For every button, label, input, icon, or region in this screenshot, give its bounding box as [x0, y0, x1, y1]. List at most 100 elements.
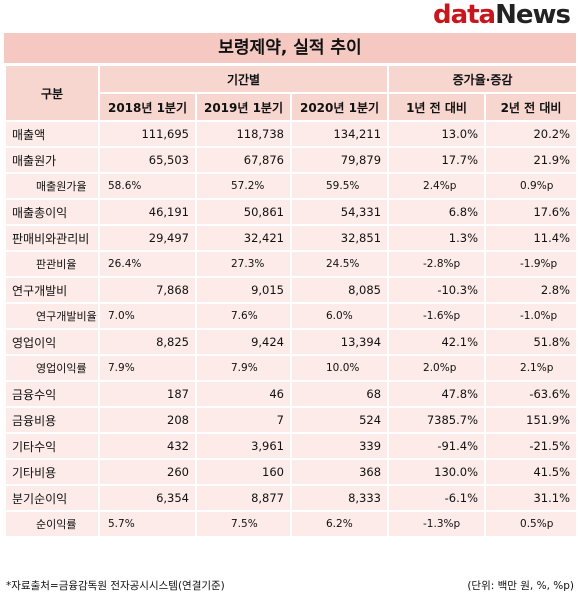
row-label: 기타수익 [4, 432, 100, 460]
table-cell: 42.1% [387, 328, 487, 356]
table-cell: 7.6% [195, 302, 292, 330]
row-label: 매출총이익 [4, 198, 100, 226]
table-cell: 17.7% [387, 146, 487, 174]
unit: (단위: 백만 원, %, %p) [467, 580, 574, 592]
table-cell: 111,695 [98, 120, 197, 148]
header-cell: 증가율·증감 [387, 64, 579, 94]
row-label: 매출원가율 [4, 172, 100, 200]
table-cell: -63.6% [484, 380, 579, 408]
logo-part: data [432, 0, 496, 30]
table-cell: 2.0%p [387, 354, 487, 382]
table-cell: 7 [195, 406, 292, 434]
table-cell: -2.8%p [387, 250, 487, 278]
table-cell: -1.3%p [387, 510, 487, 538]
table-row: 기타비용 260 160 368 130.0% 41.5% [4, 458, 579, 486]
table-cell: 59.5% [289, 172, 390, 200]
table-cell: 6,354 [98, 484, 197, 512]
table-cell: -1.0%p [484, 302, 579, 330]
table-row: 판매비와관리비 29,497 32,421 32,851 1.3% 11.4% [4, 224, 579, 252]
table-row: 금융수익 187 46 68 47.8% -63.6% [4, 380, 579, 408]
table-cell: 130.0% [387, 458, 487, 486]
table-cell: 2.8% [484, 276, 579, 304]
table-cell: 46,191 [98, 198, 197, 226]
table-cell: 13.0% [387, 120, 487, 148]
table-cell: 0.9%p [484, 172, 579, 200]
row-label: 분기순이익 [4, 484, 100, 512]
table-cell: 17.6% [484, 198, 579, 226]
table-cell: 7385.7% [387, 406, 487, 434]
table-cell: 2.1%p [484, 354, 579, 382]
table-row: 영업이익 8,825 9,424 13,394 42.1% 51.8% [4, 328, 579, 356]
row-label: 판관비율 [4, 250, 100, 278]
header-cell: 1년 전 대비 [387, 92, 487, 122]
table-cell: 9,015 [195, 276, 292, 304]
table-cell: 46 [195, 380, 292, 408]
table-cell: 67,876 [195, 146, 292, 174]
table-cell: 29,497 [98, 224, 197, 252]
table-cell: 8,825 [98, 328, 197, 356]
row-label: 순이익률 [4, 510, 100, 538]
table-cell: 21.9% [484, 146, 579, 174]
table-cell: 11.4% [484, 224, 579, 252]
table-cell: 32,851 [289, 224, 390, 252]
table-cell: 8,333 [289, 484, 390, 512]
table-cell: 24.5% [289, 250, 390, 278]
table-cell: -6.1% [387, 484, 487, 512]
title: 보령제약, 실적 추이 [4, 33, 576, 63]
table-cell: 339 [289, 432, 390, 460]
table-cell: 134,211 [289, 120, 390, 148]
header-cell: 2020년 1분기 [289, 92, 390, 122]
table-cell: 5.7% [98, 510, 197, 538]
row-label: 매출원가 [4, 146, 100, 174]
table-cell: 3,961 [195, 432, 292, 460]
table-cell: -10.3% [387, 276, 487, 304]
row-label: 금융비용 [4, 406, 100, 434]
table-cell: 27.3% [195, 250, 292, 278]
row-label: 매출액 [4, 120, 100, 148]
table-cell: 8,085 [289, 276, 390, 304]
footer: *자료출처=금융감독원 전자공시시스템(연결기준) (단위: 백만 원, %, %… [6, 578, 574, 593]
header-cell: 2년 전 대비 [484, 92, 579, 122]
row-label: 판매비와관리비 [4, 224, 100, 252]
table-row: 연구개발비율 7.0% 7.6% 6.0% -1.6%p -1.0%p [4, 302, 579, 330]
table: 구분 기간별 증가율·증감 2018년 1분기 2019년 1분기 2020년 1분… [4, 64, 579, 538]
table-cell: 7.9% [98, 354, 197, 382]
table-cell: 7.5% [195, 510, 292, 538]
logo: dataNews [432, 0, 571, 30]
row-label: 연구개발비율 [4, 302, 100, 330]
row-label: 영업이익률 [4, 354, 100, 382]
table-cell: 68 [289, 380, 390, 408]
table-cell: 51.8% [484, 328, 579, 356]
table-row: 순이익률 5.7% 7.5% 6.2% -1.3%p 0.5%p [4, 510, 579, 538]
table-cell: 6.2% [289, 510, 390, 538]
table-row: 기타수익 432 3,961 339 -91.4% -21.5% [4, 432, 579, 460]
header-cell: 구분 [4, 64, 100, 122]
table-cell: 10.0% [289, 354, 390, 382]
table-cell: 79,879 [289, 146, 390, 174]
table-cell: 31.1% [484, 484, 579, 512]
table-cell: 57.2% [195, 172, 292, 200]
table-row: 매출액 111,695 118,738 134,211 13.0% 20.2% [4, 120, 579, 148]
table-row: 판관비율 26.4% 27.3% 24.5% -2.8%p -1.9%p [4, 250, 579, 278]
table-row: 연구개발비 7,868 9,015 8,085 -10.3% 2.8% [4, 276, 579, 304]
table-cell: 58.6% [98, 172, 197, 200]
table-row: 금융비용 208 7 524 7385.7% 151.9% [4, 406, 579, 434]
table-cell: 8,877 [195, 484, 292, 512]
row-label: 기타비용 [4, 458, 100, 486]
table-cell: -91.4% [387, 432, 487, 460]
table-cell: 151.9% [484, 406, 579, 434]
header-cell: 기간별 [97, 64, 390, 94]
table-cell: 7.0% [98, 302, 197, 330]
header-cell: 2018년 1분기 [98, 92, 197, 122]
table-cell: 7,868 [98, 276, 197, 304]
table-cell: 368 [289, 458, 390, 486]
table-cell: 160 [195, 458, 292, 486]
table-cell: 6.0% [289, 302, 390, 330]
table-row: 분기순이익 6,354 8,877 8,333 -6.1% 31.1% [4, 484, 579, 512]
table-cell: 54,331 [289, 198, 390, 226]
row-label: 연구개발비 [4, 276, 100, 304]
logo-part: News [495, 0, 571, 30]
table-cell: -21.5% [484, 432, 579, 460]
table-row: 매출원가 65,503 67,876 79,879 17.7% 21.9% [4, 146, 579, 174]
